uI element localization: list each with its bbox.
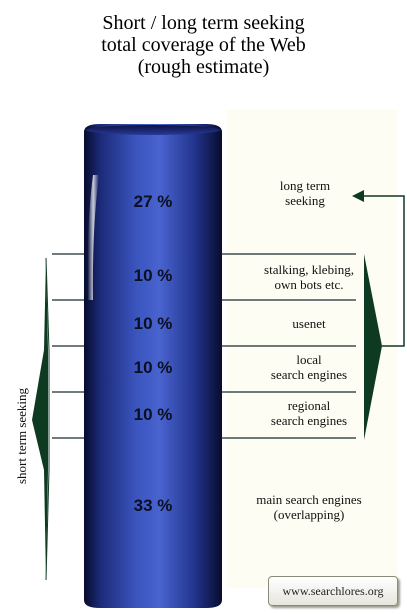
segment-percent-usenet: 10 % <box>133 314 173 333</box>
segment-label-usenet: usenet <box>292 316 326 331</box>
short-term-seeking-label: short term seeking <box>14 387 29 484</box>
title-line-3: (rough estimate) <box>137 56 270 78</box>
title-line-2: total coverage of the Web <box>101 34 306 56</box>
short-term-brace-right <box>364 254 382 440</box>
searchlores-link[interactable]: www.searchlores.org <box>268 576 398 606</box>
segment-percent-local: 10 % <box>133 358 173 377</box>
segment-percent-long-term: 27 % <box>133 192 173 211</box>
cylinder-body <box>84 124 222 608</box>
segment-label-regional: regional search engines <box>270 398 348 428</box>
cylinder-highlight <box>87 175 99 300</box>
segment-dividers <box>52 253 356 439</box>
segment-label-local: local search engines <box>270 352 348 382</box>
short-term-brace-left <box>32 258 48 580</box>
diagram-title: Short / long term seeking total coverage… <box>0 12 407 78</box>
segment-label-main: main search engines (overlapping) <box>256 492 362 522</box>
long-term-arrow-head <box>352 190 364 202</box>
title-line-1: Short / long term seeking <box>102 12 305 34</box>
segment-percent-stalking: 10 % <box>133 266 173 285</box>
segment-percent-main: 33 % <box>133 496 173 515</box>
segment-label-long-term: long term seeking <box>279 178 331 208</box>
long-term-arrow <box>364 195 405 347</box>
cylinder-top-cap <box>86 125 220 135</box>
segment-percent-regional: 10 % <box>133 405 173 424</box>
segment-label-stalking: stalking, klebing, own bots etc. <box>264 262 354 292</box>
